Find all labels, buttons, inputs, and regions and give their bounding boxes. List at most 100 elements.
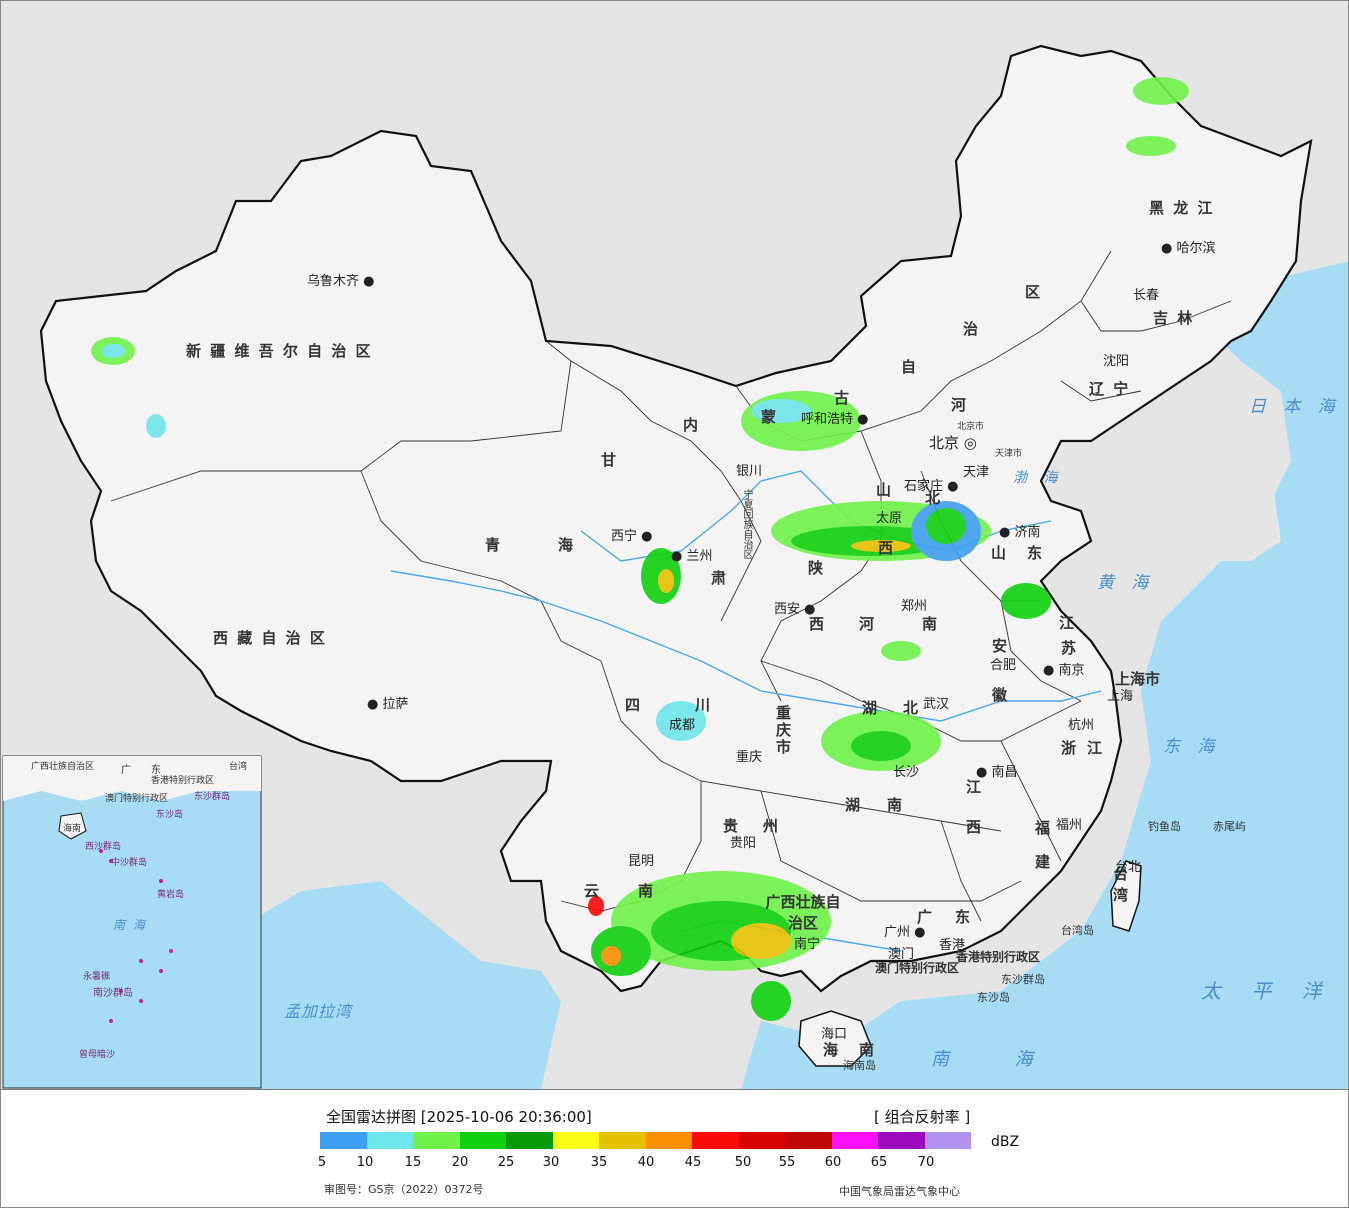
city-urumqi: 乌鲁木齐 ● <box>307 274 375 289</box>
legend-tick-label: 45 <box>684 1155 702 1170</box>
label-fujian-2: 建 <box>1035 853 1053 871</box>
inset-nansha: 南沙群岛 <box>93 988 133 999</box>
sea-huanghai: 黄 海 <box>1097 573 1155 593</box>
bay-of-bengal <box>251 881 561 1089</box>
inset-xisha: 西沙群岛 <box>85 842 122 852</box>
city-jinan: ● 济南 <box>999 525 1041 540</box>
label-jiangxi-2: 西 <box>966 818 984 836</box>
label-chongqing: 重庆市 <box>774 705 792 756</box>
label-liaoning: 辽 宁 <box>1089 380 1131 398</box>
city-tianjin: 天津 <box>963 465 990 480</box>
label-macao-sar: 澳门特别行政区 <box>875 961 960 975</box>
city-shijiazhuang: 石家庄 ● <box>904 479 959 494</box>
label-zhejiang-1: 浙 <box>1061 739 1079 757</box>
legend-tick-label: 20 <box>451 1155 469 1170</box>
legend-swatch <box>831 1132 878 1149</box>
label-jilin: 吉 林 <box>1153 309 1195 327</box>
label-hongkong-sar: 香港特别行政区 <box>956 950 1041 964</box>
south-china-sea-inset <box>2 755 262 1089</box>
city-guiyang: 贵阳 <box>730 836 757 851</box>
inset-hainan: 海南 <box>63 824 82 834</box>
city-haikou: 海口 <box>821 1027 848 1042</box>
legend-swatch <box>692 1132 739 1149</box>
city-lhasa: ● 拉萨 <box>367 697 409 712</box>
sea-bohai: 渤 海 <box>1013 470 1064 486</box>
label-henan-2: 南 <box>922 615 940 633</box>
label-hunan-2: 南 <box>887 796 905 814</box>
product-name: [ 组合反射率 ] <box>874 1108 971 1126</box>
label-xizang: 西 藏 自 治 区 <box>213 629 327 647</box>
inset-dongsha: 东沙岛 <box>156 810 184 820</box>
inset-taiwan: 台湾 <box>229 762 248 772</box>
label-hunan-1: 湖 <box>845 796 863 814</box>
inset-dong: 东 <box>151 765 161 776</box>
legend-swatch <box>552 1132 599 1149</box>
label-jiangsu-1: 江 <box>1059 614 1077 632</box>
china-landmass <box>39 44 1313 993</box>
legend-swatch <box>738 1132 785 1149</box>
label-guangdong-2: 东 <box>955 908 973 926</box>
label-qinghai-2: 海 <box>558 536 576 554</box>
legend-tick-label: 70 <box>917 1155 935 1170</box>
inset-guang: 广 <box>121 765 131 776</box>
island-dongsha-islands: 东沙群岛 <box>1001 973 1045 986</box>
legend-tick-label: 65 <box>870 1155 888 1170</box>
city-guangzhou: 广州 ● <box>884 925 926 940</box>
label-qinghai-1: 青 <box>485 536 503 554</box>
city-nanchang: ● 南昌 <box>976 765 1018 780</box>
legend-tick-label: 60 <box>824 1155 842 1170</box>
inset-nanhai: 南海 <box>113 918 154 932</box>
map-approval-number: 审图号：GS京（2022）0372号 <box>324 1183 484 1196</box>
inset-yongshu: 永暑礁 <box>83 972 111 982</box>
label-yunnan-1: 云 <box>584 882 602 900</box>
inset-zengmu: 曾母暗沙 <box>79 1050 116 1060</box>
sea-nanhai: 南 海 <box>931 1049 1063 1070</box>
label-sichuan-2: 川 <box>695 696 713 714</box>
city-fuzhou: 福州 <box>1056 818 1083 833</box>
legend-swatch <box>645 1132 692 1149</box>
city-taipei: 台北 <box>1115 860 1142 875</box>
label-zhejiang-2: 江 <box>1087 739 1105 757</box>
legend-swatch <box>599 1132 646 1149</box>
legend-tick-label: 30 <box>542 1155 560 1170</box>
city-chengdu: 成都 <box>669 718 696 733</box>
hainan-island <box>798 1010 872 1067</box>
label-hebei-2: 北 <box>925 489 943 507</box>
label-neimenggu-6: 区 <box>1025 283 1043 301</box>
color-scale-bar <box>320 1132 971 1149</box>
label-hainan-2: 南 <box>859 1041 877 1059</box>
city-nanjing: ● 南京 <box>1043 663 1085 678</box>
city-hongkong: 香港 <box>939 938 966 953</box>
island-diaoyu: 钓鱼岛 <box>1148 820 1181 833</box>
inset-hongkong: 香港特别行政区 <box>151 776 215 786</box>
legend-swatch <box>785 1132 832 1149</box>
label-shaanxi-1: 陕 <box>808 559 826 577</box>
korea <box>1171 381 1281 561</box>
city-wuhan: 武汉 <box>923 697 950 712</box>
radar-echoes <box>91 77 1189 1021</box>
label-shandong-2: 东 <box>1027 544 1045 562</box>
ocean <box>741 261 1348 1089</box>
city-beijing: 北京 ◎ <box>929 434 977 452</box>
city-xining: 西宁 ● <box>611 529 653 544</box>
city-changsha: 长沙 <box>893 765 920 780</box>
city-harbin: ● 哈尔滨 <box>1161 241 1216 256</box>
label-shanghai: 上海市 <box>1115 670 1161 688</box>
label-hubei-2: 北 <box>903 699 921 717</box>
city-changchun: 长春 <box>1133 288 1160 303</box>
label-guizhou-2: 州 <box>763 817 781 835</box>
label-jiangsu-2: 苏 <box>1061 639 1079 657</box>
label-ningxia: 宁夏回族自治区 <box>741 489 752 559</box>
city-zhengzhou: 郑州 <box>901 599 928 614</box>
city-macao: 澳门 <box>888 947 915 962</box>
inset-guangxi: 广西壮族自治区 <box>31 762 95 772</box>
label-gansu-1: 甘 <box>601 451 619 469</box>
sea-japan: 日 本 海 <box>1249 397 1341 417</box>
label-anhui-2: 徽 <box>992 686 1010 704</box>
city-taiyuan: 太原 <box>876 511 903 526</box>
inset-dongsha-islands: 东沙群岛 <box>194 792 231 802</box>
label-neimenggu-4: 自 <box>901 358 919 376</box>
city-xian: 西安 ● <box>774 602 816 617</box>
legend-footer <box>1 1089 1348 1207</box>
